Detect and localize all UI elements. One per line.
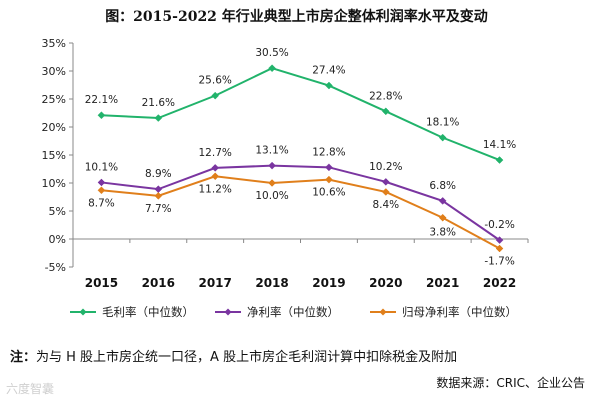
data-point — [495, 244, 504, 253]
data-point — [495, 236, 504, 244]
data-point — [268, 161, 276, 170]
data-label: 6.8% — [429, 180, 456, 192]
data-label: 22.8% — [369, 90, 402, 102]
data-point — [211, 164, 220, 172]
data-point — [438, 133, 447, 142]
legend-swatch-marker — [379, 308, 387, 316]
data-point — [325, 175, 333, 184]
data-label: 12.7% — [199, 147, 232, 159]
data-label: 8.9% — [145, 168, 172, 180]
data-point — [495, 156, 504, 164]
y-tick-label: -5% — [45, 261, 66, 274]
series-line — [101, 164, 501, 241]
data-point — [97, 111, 106, 120]
data-label: 3.8% — [429, 227, 456, 239]
data-label: 7.7% — [145, 203, 172, 215]
x-tick-label: 2020 — [369, 276, 402, 290]
data-point — [211, 172, 220, 181]
x-tick-label: 2018 — [255, 276, 288, 290]
data-label: 22.1% — [85, 94, 118, 106]
data-point — [381, 188, 390, 196]
data-point — [381, 178, 390, 186]
x-tick-label: 2022 — [483, 276, 516, 290]
data-label: 21.6% — [142, 97, 175, 109]
y-tick-label: 0% — [49, 233, 66, 246]
x-tick-label: 2015 — [85, 276, 118, 290]
data-label: 10.2% — [369, 161, 402, 173]
data-label: 12.8% — [312, 146, 345, 158]
data-point — [381, 107, 390, 116]
data-label: 8.7% — [88, 197, 115, 209]
legend-swatch-marker — [79, 308, 87, 316]
data-label: 8.4% — [372, 199, 399, 211]
x-tick-label: 2016 — [142, 276, 175, 290]
data-point — [211, 91, 220, 100]
chart-title: 图：2015-2022 年行业典型上市房企整体利润率水平及变动 — [105, 9, 488, 25]
x-tick-label: 2017 — [198, 276, 231, 290]
data-label: 13.1% — [255, 145, 288, 157]
y-tick-label: 25% — [42, 93, 66, 106]
y-tick-label: 5% — [49, 205, 66, 218]
y-tick-label: 10% — [42, 177, 66, 190]
footnote-lead: 注： — [10, 350, 37, 365]
series-line — [101, 175, 501, 250]
data-point — [325, 81, 333, 90]
data-label: 10.6% — [312, 187, 345, 199]
data-label: 18.1% — [426, 117, 459, 129]
footnote: 注：为与 H 股上市房企统一口径，A 股上市房企毛利润计算中扣除税金及附加 — [10, 346, 457, 365]
data-label: 11.2% — [199, 183, 232, 195]
y-tick-label: 20% — [42, 121, 66, 134]
watermark: 六度智囊 — [6, 382, 55, 396]
footnote-text: 为与 H 股上市房企统一口径，A 股上市房企毛利润计算中扣除税金及附加 — [36, 350, 458, 365]
legend-label: 净利率（中位数） — [247, 305, 339, 319]
data-label: 10.1% — [85, 161, 118, 173]
data-label: -1.7% — [484, 256, 514, 268]
data-label: 14.1% — [483, 139, 516, 151]
legend-label: 归母净利率（中位数） — [402, 305, 517, 319]
data-label: 25.6% — [199, 75, 232, 87]
series-line — [101, 67, 500, 161]
data-point — [154, 185, 163, 194]
legend-swatch-marker — [224, 308, 232, 316]
data-point — [438, 213, 447, 222]
data-point — [97, 186, 106, 195]
legend-label: 毛利率（中位数） — [102, 305, 194, 319]
data-point — [97, 178, 106, 187]
y-tick-label: 35% — [42, 37, 66, 50]
data-label: 10.0% — [255, 190, 288, 202]
y-tick-label: 15% — [42, 149, 66, 162]
data-point — [154, 192, 163, 200]
data-point — [268, 179, 276, 187]
data-point — [438, 197, 447, 205]
data-point — [154, 114, 163, 122]
data-label: -0.2% — [484, 219, 514, 231]
data-label: 27.4% — [312, 65, 345, 77]
data-label: 30.5% — [255, 47, 288, 59]
data-point — [268, 64, 276, 73]
y-tick-label: 30% — [42, 65, 66, 78]
data-point — [325, 163, 333, 172]
x-tick-label: 2019 — [312, 276, 345, 290]
data-source: 数据来源：CRIC、企业公告 — [436, 376, 585, 390]
x-tick-label: 2021 — [426, 276, 459, 290]
